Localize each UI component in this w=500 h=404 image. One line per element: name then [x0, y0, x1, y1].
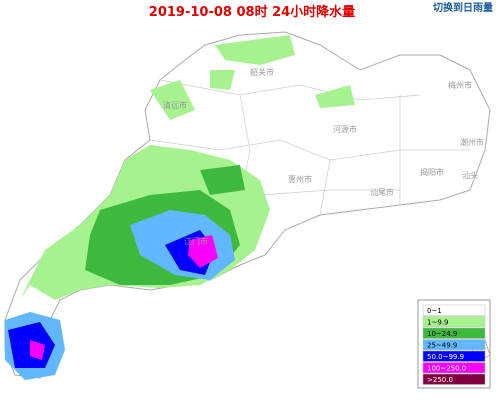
city-label: 揭阳市	[420, 167, 444, 177]
city-label: 汕头	[462, 170, 478, 180]
legend-swatch	[422, 362, 486, 374]
rain-area	[150, 70, 355, 120]
legend-swatch	[422, 327, 486, 339]
legend-label: >250.0	[427, 376, 453, 384]
city-label: 惠州市	[288, 174, 312, 184]
rain-area	[30, 340, 45, 360]
legend-label: 100~250.0	[427, 365, 466, 373]
city-label: 韶关市	[250, 67, 274, 77]
city-label: 汕尾市	[370, 187, 394, 197]
legend-label: 0~1	[427, 307, 442, 315]
legend-label: 25~49.9	[427, 342, 457, 350]
legend-label: 10~24.9	[427, 330, 457, 338]
legend-swatch	[422, 373, 486, 385]
legend-label: 1~9.9	[427, 319, 448, 327]
legend-swatch	[422, 316, 486, 328]
legend-swatch	[422, 350, 486, 362]
legend-label: 50.0~99.9	[427, 353, 464, 361]
city-label: 江门市	[184, 236, 208, 246]
switch-button[interactable]: 切换到日雨量	[433, 1, 493, 14]
rain-area	[188, 235, 218, 268]
city-label: 清远市	[163, 100, 187, 110]
city-label: 河源市	[333, 124, 357, 134]
legend-swatch	[422, 304, 486, 316]
rain-area	[215, 35, 295, 65]
map-title: 2019-10-08 08时 24小时降水量	[149, 4, 355, 20]
city-label: 潮州市	[460, 137, 484, 147]
legend-swatch	[422, 339, 486, 351]
city-label: 梅州市	[448, 80, 472, 90]
